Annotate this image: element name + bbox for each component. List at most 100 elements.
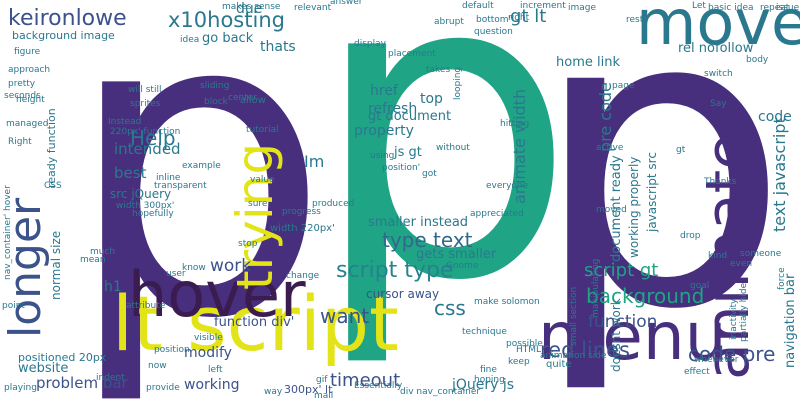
cloud-word: mall	[314, 391, 334, 400]
cloud-word: home link	[556, 55, 620, 70]
cloud-word: modify	[184, 345, 232, 361]
cloud-word: question	[474, 27, 513, 37]
cloud-word: quite	[546, 359, 572, 370]
cloud-word: way	[264, 387, 283, 397]
cloud-word: change	[286, 271, 320, 281]
cloud-word: hoping	[474, 375, 505, 385]
cloud-word: image	[568, 3, 597, 13]
cloud-word: someone	[740, 249, 782, 259]
cloud-word: normal size	[49, 230, 63, 300]
cloud-word: got	[422, 169, 437, 179]
cloud-word: bottom'	[476, 15, 512, 25]
cloud-word: width 300px'	[116, 201, 175, 211]
cloud-word: seconds	[4, 91, 41, 101]
cloud-word: function	[588, 312, 658, 332]
cloud-word: answer	[330, 0, 363, 7]
cloud-word: property	[354, 123, 414, 139]
cloud-word: animation side	[540, 351, 607, 361]
cloud-word: script gt	[584, 260, 659, 281]
cloud-word: div nav_container	[400, 387, 481, 397]
cloud-word: cursor away	[366, 287, 440, 301]
cloud-word: sure	[248, 199, 268, 209]
cloud-word: inactivity	[729, 298, 739, 340]
cloud-word: width 220px'	[270, 223, 335, 234]
cloud-word: want	[320, 304, 370, 328]
cloud-word: whenever	[694, 355, 739, 365]
cloud-word: Let	[692, 1, 706, 11]
cloud-word: everyone	[486, 181, 529, 191]
cloud-word: problem bar	[36, 374, 128, 392]
cloud-word: possible	[506, 339, 543, 349]
cloud-word: center	[228, 93, 257, 103]
cloud-word: code	[758, 109, 792, 125]
cloud-word: know	[182, 263, 206, 273]
cloud-word: takes	[426, 65, 451, 75]
cloud-word: left	[208, 365, 223, 375]
cloud-word: red lines	[540, 338, 630, 362]
cloud-word: p	[310, 0, 577, 373]
cloud-word: approach	[8, 65, 51, 75]
cloud-word: jQuery js	[452, 377, 515, 393]
cloud-word: abrupt	[434, 17, 464, 27]
cloud-word: produced	[312, 199, 355, 209]
cloud-word: playing	[4, 383, 37, 393]
cloud-word: indent	[96, 373, 125, 383]
cloud-word: gets smaller	[416, 247, 497, 262]
cloud-word: tutorial	[246, 125, 279, 135]
cloud-word: 300px' lt	[284, 383, 333, 396]
cloud-word: script type	[336, 258, 454, 283]
cloud-word: doesnt work	[609, 298, 623, 372]
cloud-word: background image	[12, 29, 115, 42]
cloud-word: Right	[8, 137, 32, 147]
cloud-word: nav_container' hover	[3, 185, 13, 280]
cloud-word: partially hide	[739, 282, 749, 342]
cloud-word: due	[236, 1, 263, 17]
cloud-word: gt	[676, 145, 686, 155]
cloud-word: timeout	[330, 370, 401, 391]
cloud-word: smaller instead	[368, 215, 469, 230]
cloud-word: thats	[260, 39, 296, 55]
cloud-word: refresh	[368, 101, 418, 117]
cloud-word: javascript src	[645, 152, 659, 232]
cloud-word: website	[18, 361, 69, 376]
cloud-word: placement	[388, 49, 436, 59]
cloud-word: move	[636, 0, 800, 59]
cloud-word: Im	[304, 152, 325, 171]
cloud-word: Thanks	[704, 177, 737, 187]
cloud-word: provide	[146, 383, 180, 393]
cloud-word: increment	[520, 1, 566, 11]
cloud-word: much	[90, 247, 116, 257]
cloud-word: drop	[680, 231, 701, 241]
cloud-word: gif	[316, 375, 328, 385]
cloud-word: CSS	[44, 181, 62, 191]
cloud-word: using	[370, 151, 395, 161]
cloud-word: user	[166, 269, 186, 279]
cloud-word: looping	[453, 66, 463, 100]
cloud-word: technique	[462, 327, 507, 337]
cloud-word: code pre	[688, 342, 776, 366]
cloud-word: fine	[480, 365, 497, 375]
cloud-word: top	[420, 91, 443, 107]
cloud-word: transparent	[154, 181, 207, 191]
cloud-word: hitting	[500, 119, 530, 129]
cloud-word: managed	[6, 119, 49, 129]
cloud-word: makes sense	[222, 2, 281, 12]
cloud-word: Help	[130, 126, 176, 150]
cloud-word: even	[730, 259, 753, 269]
cloud-word: small section	[569, 286, 579, 346]
cloud-word: keep	[508, 357, 530, 367]
cloud-word: p	[64, 0, 331, 400]
cloud-word: visible	[194, 333, 223, 343]
cloud-word: best	[114, 164, 147, 182]
cloud-word: intended	[114, 140, 181, 158]
cloud-word: function div'	[214, 315, 295, 330]
cloud-word: value	[250, 175, 275, 185]
cloud-word: type text	[382, 228, 473, 252]
cloud-word: gt lt	[510, 6, 547, 27]
cloud-word: mean	[80, 255, 106, 265]
cloud-word: position	[154, 345, 190, 355]
cloud-word: href	[370, 83, 398, 99]
cloud-word: active	[596, 143, 624, 153]
cloud-word: lt script	[112, 279, 399, 368]
cloud-word: progress	[282, 207, 321, 217]
